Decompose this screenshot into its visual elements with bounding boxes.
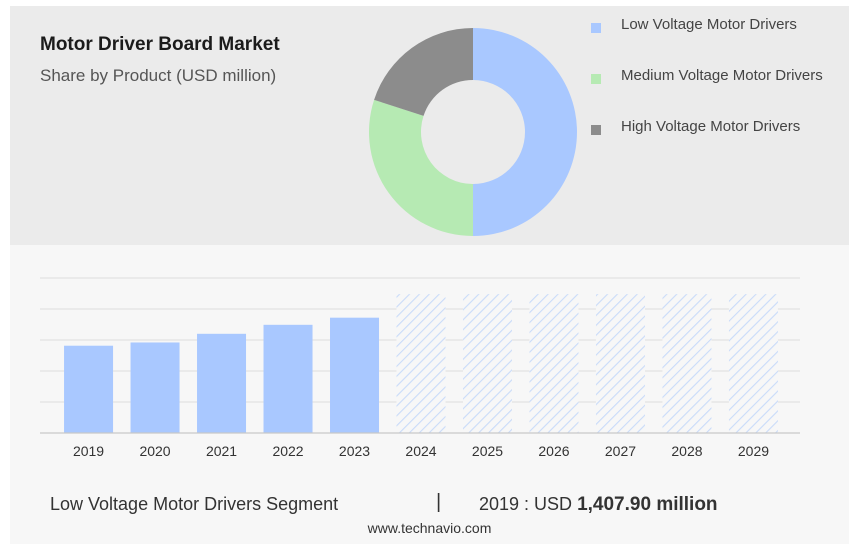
legend-item-medium-voltage: Medium Voltage Motor Drivers — [591, 67, 841, 120]
x-tick-label-2025: 2025 — [472, 443, 503, 459]
donut-slice-0 — [473, 28, 577, 236]
x-tick-label-2020: 2020 — [139, 443, 170, 459]
forecast-bar-2024 — [396, 294, 446, 433]
legend-swatch-high-voltage — [591, 125, 601, 135]
legend-item-high-voltage: High Voltage Motor Drivers — [591, 118, 841, 171]
bar-2022 — [263, 324, 313, 433]
legend-swatch-medium-voltage — [591, 74, 601, 84]
donut-slice-1 — [369, 99, 473, 236]
x-tick-label-2021: 2021 — [206, 443, 237, 459]
x-tick-label-2022: 2022 — [272, 443, 303, 459]
legend-label-low-voltage: Low Voltage Motor Drivers — [621, 16, 797, 33]
footer-separator: | — [436, 491, 442, 513]
legend: Low Voltage Motor Drivers Medium Voltage… — [591, 16, 841, 171]
x-tick-label-2029: 2029 — [738, 443, 769, 459]
donut-slice-2 — [374, 28, 473, 116]
bar-2020 — [130, 342, 180, 433]
source-link[interactable]: www.technavio.com — [367, 520, 492, 536]
segment-value-prefix: 2019 : USD — [479, 494, 573, 514]
segment-value-amount: 1,407.90 million — [577, 494, 718, 515]
x-tick-label-2027: 2027 — [605, 443, 636, 459]
bar-2021 — [197, 333, 247, 433]
legend-label-medium-voltage: Medium Voltage Motor Drivers — [621, 67, 823, 84]
forecast-bar-2026 — [529, 294, 579, 433]
segment-value: 2019 : USD 1,407.90 million — [479, 494, 718, 516]
legend-item-low-voltage: Low Voltage Motor Drivers — [591, 16, 841, 69]
forecast-bar-2025 — [462, 294, 512, 433]
x-tick-label-2026: 2026 — [538, 443, 569, 459]
x-tick-label-2019: 2019 — [73, 443, 104, 459]
x-tick-label-2028: 2028 — [671, 443, 702, 459]
forecast-bar-2027 — [595, 294, 645, 433]
chart-title: Motor Driver Board Market — [40, 34, 280, 55]
forecast-bar-2028 — [662, 294, 712, 433]
segment-label: Low Voltage Motor Drivers Segment — [50, 494, 339, 514]
forecast-bar-2029 — [728, 294, 778, 433]
chart-subtitle: Share by Product (USD million) — [40, 66, 277, 85]
bar-2019 — [64, 345, 114, 433]
legend-swatch-low-voltage — [591, 23, 601, 33]
x-tick-label-2024: 2024 — [405, 443, 436, 459]
x-tick-label-2023: 2023 — [339, 443, 370, 459]
bar-2023 — [330, 317, 380, 433]
legend-label-high-voltage: High Voltage Motor Drivers — [621, 118, 801, 135]
